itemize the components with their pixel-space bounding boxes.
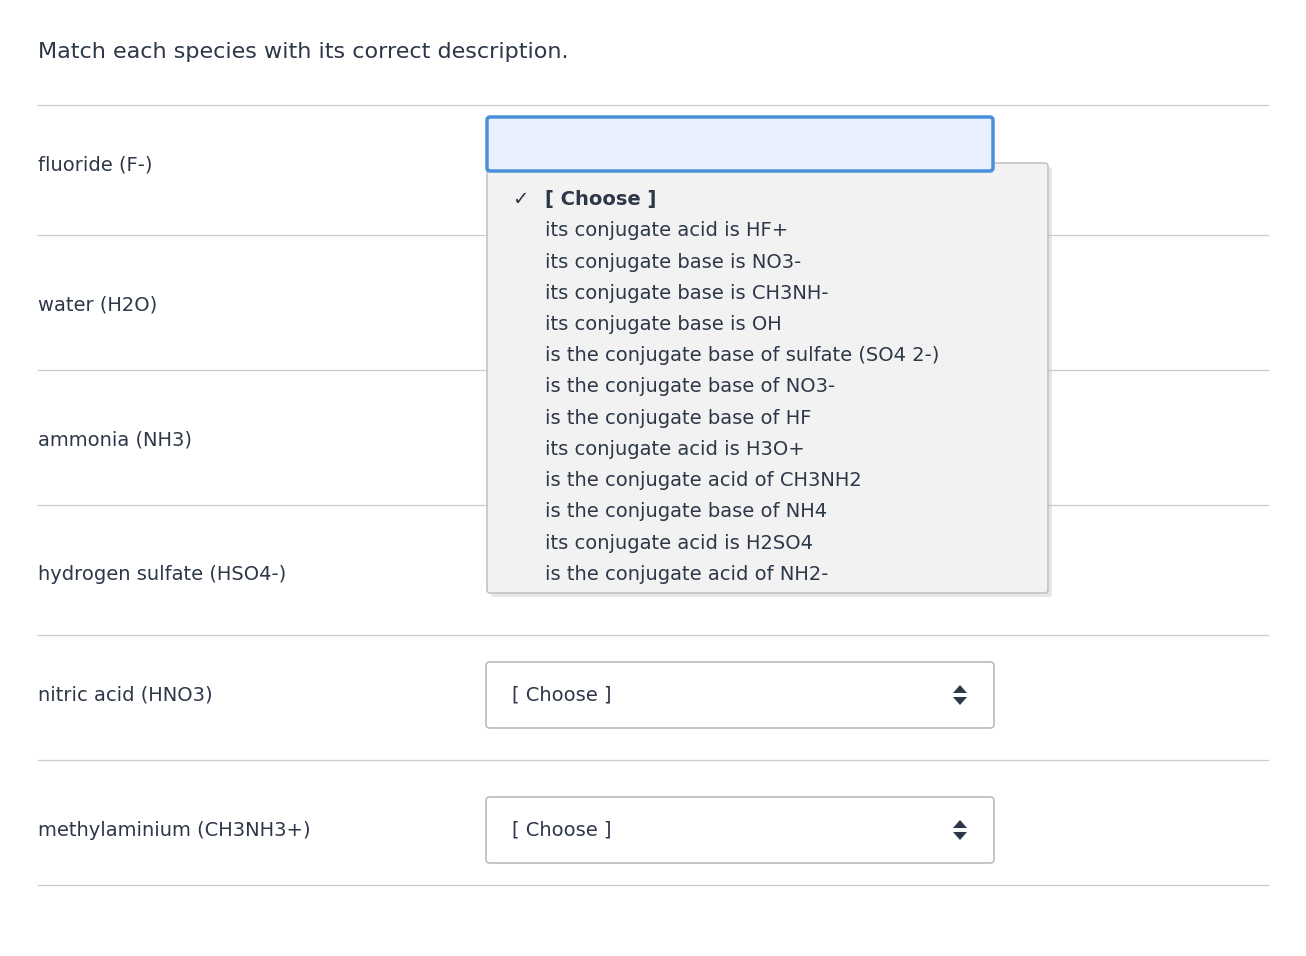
Text: [ Choose ]: [ Choose ] xyxy=(545,190,657,209)
Text: is the conjugate base of NH4: is the conjugate base of NH4 xyxy=(545,503,827,521)
Text: is the conjugate base of sulfate (SO4 2-): is the conjugate base of sulfate (SO4 2-… xyxy=(545,346,939,365)
Text: its conjugate acid is H2SO4: its conjugate acid is H2SO4 xyxy=(545,533,814,553)
FancyBboxPatch shape xyxy=(487,163,1047,593)
Polygon shape xyxy=(953,820,966,828)
Polygon shape xyxy=(953,832,966,840)
Text: [ Choose ]: [ Choose ] xyxy=(512,820,611,839)
Text: is the conjugate base of NO3-: is the conjugate base of NO3- xyxy=(545,378,835,397)
Text: its conjugate acid is HF+: its conjugate acid is HF+ xyxy=(545,222,789,240)
Text: nitric acid (HNO3): nitric acid (HNO3) xyxy=(38,685,213,705)
Polygon shape xyxy=(953,697,966,705)
Text: its conjugate base is CH3NH-: its conjugate base is CH3NH- xyxy=(545,284,828,303)
Text: is the conjugate acid of CH3NH2: is the conjugate acid of CH3NH2 xyxy=(545,471,862,490)
Text: is the conjugate base of HF: is the conjugate base of HF xyxy=(545,409,811,427)
Text: ✓: ✓ xyxy=(512,190,529,209)
FancyBboxPatch shape xyxy=(487,117,993,171)
FancyBboxPatch shape xyxy=(486,662,994,728)
Text: is the conjugate acid of NH2-: is the conjugate acid of NH2- xyxy=(545,565,828,584)
FancyBboxPatch shape xyxy=(486,797,994,863)
Polygon shape xyxy=(953,685,966,693)
Text: methylaminium (CH3NH3+): methylaminium (CH3NH3+) xyxy=(38,820,311,839)
Text: hydrogen sulfate (HSO4-): hydrogen sulfate (HSO4-) xyxy=(38,566,286,584)
Text: its conjugate base is NO3-: its conjugate base is NO3- xyxy=(545,252,802,272)
FancyBboxPatch shape xyxy=(491,167,1053,597)
Text: Match each species with its correct description.: Match each species with its correct desc… xyxy=(38,42,568,62)
Text: ammonia (NH3): ammonia (NH3) xyxy=(38,430,192,449)
Text: its conjugate acid is H3O+: its conjugate acid is H3O+ xyxy=(545,440,804,459)
Text: its conjugate base is OH: its conjugate base is OH xyxy=(545,315,782,334)
Text: [ Choose ]: [ Choose ] xyxy=(512,685,611,705)
Text: water (H2O): water (H2O) xyxy=(38,295,157,315)
Text: fluoride (F-): fluoride (F-) xyxy=(38,156,153,175)
